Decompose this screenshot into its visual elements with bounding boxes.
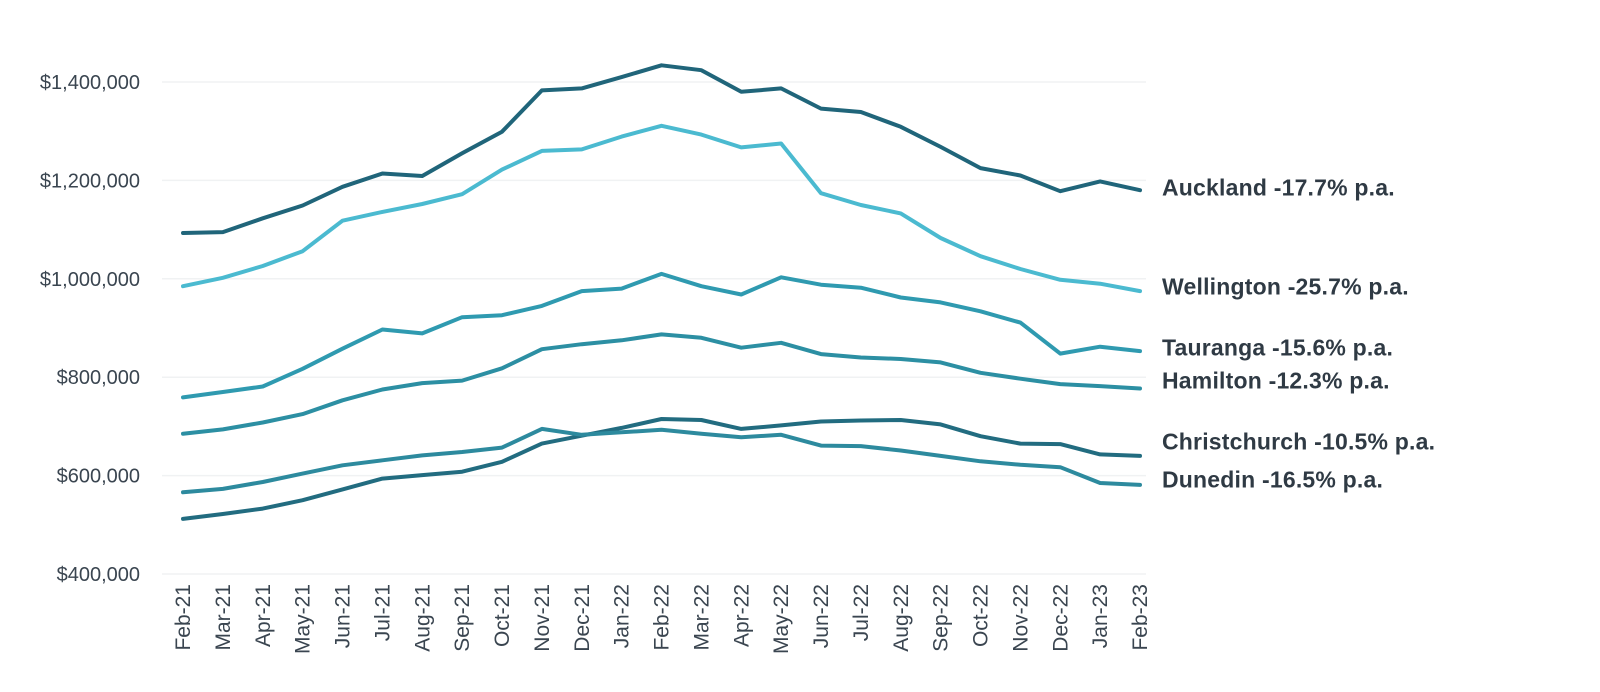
series-line-auckland	[181, 63, 1142, 235]
x-tick-label: Feb-21	[172, 584, 195, 651]
x-tick-label: Feb-22	[651, 584, 674, 651]
x-tick-label: Mar-21	[212, 584, 235, 651]
series-line-dunedin	[181, 426, 1142, 495]
x-tick-label: Apr-21	[252, 584, 275, 647]
x-tick-label: May-22	[770, 584, 793, 654]
legend-label-wellington: Wellington -25.7% p.a.	[1162, 273, 1409, 300]
x-tick-label: Aug-21	[411, 584, 434, 652]
x-tick-label: Feb-23	[1129, 584, 1152, 651]
y-tick-label: $600,000	[57, 466, 140, 488]
x-tick-label: Oct-21	[491, 584, 514, 647]
series-line-wellington	[181, 123, 1142, 294]
x-tick-label: Nov-21	[531, 584, 554, 652]
series-line-christchurch	[181, 417, 1142, 521]
x-tick-label: Jun-21	[332, 584, 355, 648]
legend-label-tauranga: Tauranga -15.6% p.a.	[1162, 334, 1394, 361]
legend-label-christchurch: Christchurch -10.5% p.a.	[1162, 428, 1436, 455]
y-tick-label: $1,000,000	[40, 269, 140, 291]
x-tick-label: Apr-22	[730, 584, 753, 647]
series-line-tauranga	[181, 271, 1142, 400]
x-tick-label: Sep-22	[930, 584, 953, 652]
x-tick-label: Jul-21	[371, 584, 394, 641]
x-tick-label: Sep-21	[451, 584, 474, 652]
x-tick-label: Jan-22	[611, 584, 634, 648]
x-tick-label: Mar-22	[690, 584, 713, 651]
x-tick-label: Jan-23	[1089, 584, 1112, 648]
legend-label-auckland: Auckland -17.7% p.a.	[1162, 174, 1395, 201]
x-tick-label: Dec-22	[1049, 584, 1072, 652]
x-tick-label: Dec-21	[571, 584, 594, 652]
x-tick-label: Jun-22	[810, 584, 833, 648]
x-tick-label: Oct-22	[970, 584, 993, 647]
x-tick-label: Jul-22	[850, 584, 873, 641]
y-tick-label: $800,000	[57, 367, 140, 389]
y-tick-label: $1,200,000	[40, 170, 140, 192]
legend-label-dunedin: Dunedin -16.5% p.a.	[1162, 466, 1384, 493]
y-tick-label: $400,000	[57, 564, 140, 586]
y-tick-label: $1,400,000	[40, 72, 140, 94]
x-tick-label: Aug-22	[890, 584, 913, 652]
x-tick-label: May-21	[292, 584, 315, 654]
series-line-hamilton	[181, 332, 1142, 436]
x-tick-label: Nov-22	[1009, 584, 1032, 652]
legend-label-hamilton: Hamilton -12.3% p.a.	[1162, 367, 1390, 394]
